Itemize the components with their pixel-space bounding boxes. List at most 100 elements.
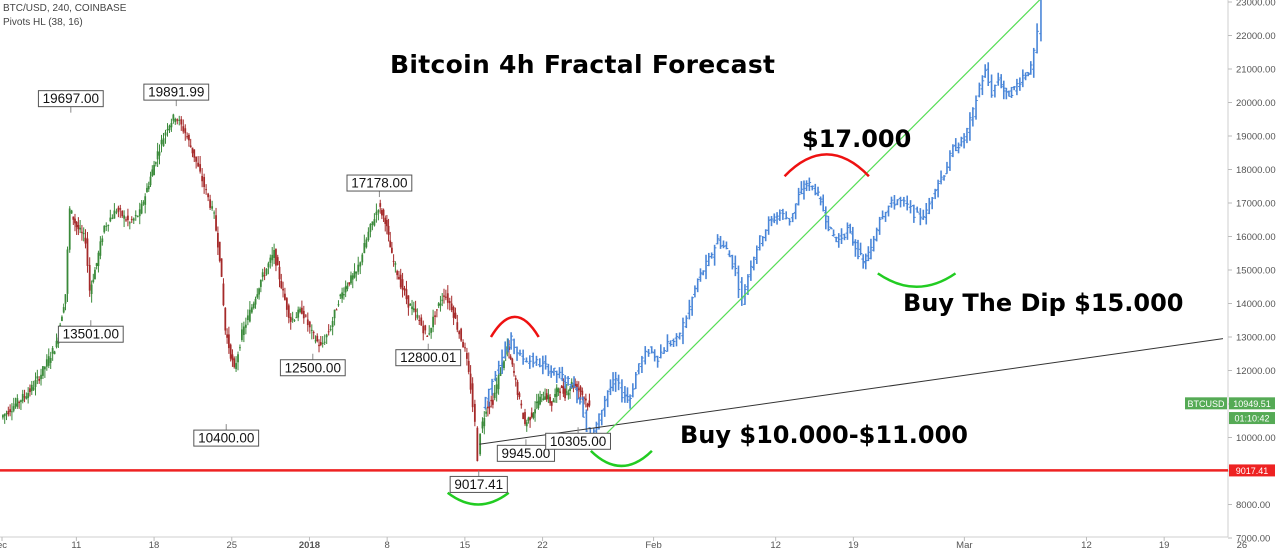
candle-body <box>68 208 71 250</box>
candle-body <box>11 411 13 413</box>
candle-body <box>5 413 8 415</box>
candle-body <box>554 393 556 397</box>
green-arc <box>877 272 957 288</box>
candle-body <box>493 392 496 399</box>
green-arc <box>589 450 653 468</box>
candle-body <box>287 305 290 318</box>
candle-body <box>392 260 395 262</box>
candle-body <box>426 335 429 337</box>
candle-body <box>497 375 500 390</box>
candle-body <box>172 114 175 121</box>
candle-body <box>545 393 548 400</box>
candle-body <box>3 413 6 417</box>
red-arc <box>783 153 870 178</box>
candle-body <box>359 262 362 267</box>
candle-body <box>151 169 154 177</box>
candle-body <box>508 346 510 350</box>
candle-body <box>77 225 80 230</box>
candle-body <box>367 231 370 241</box>
candle-body <box>567 392 570 396</box>
support-price-tag: 9017.41 <box>1236 466 1269 476</box>
candle-body <box>271 254 274 261</box>
candle-body <box>146 187 148 193</box>
candle-body <box>428 333 431 335</box>
candle-body <box>259 279 262 287</box>
candle-body <box>490 399 493 402</box>
candle-body <box>107 224 110 226</box>
candle-body <box>72 216 75 220</box>
candle-body <box>84 237 87 244</box>
candle-body <box>437 303 440 306</box>
candle-body <box>29 388 31 393</box>
candle-body <box>113 210 116 219</box>
candle-body <box>398 276 400 280</box>
candle-body <box>70 210 73 214</box>
candle-body <box>289 316 292 322</box>
symbol-tag-bg <box>1185 397 1227 410</box>
last-price-tag: 10949.51 <box>1233 399 1271 409</box>
candle-body <box>491 399 494 405</box>
candle-body <box>325 334 328 338</box>
candle-body <box>97 252 100 267</box>
candle-body <box>323 341 326 343</box>
candle-body <box>361 254 364 263</box>
candle-body <box>64 294 67 304</box>
y-tick-label: 12000.00 <box>1236 366 1276 377</box>
candle-body <box>555 387 558 397</box>
candle-body <box>222 283 225 306</box>
candle-body <box>21 393 24 402</box>
candle-body <box>409 303 412 306</box>
candle-body <box>128 222 131 224</box>
candle-body <box>363 243 366 254</box>
candle-body <box>18 401 21 403</box>
candle-body <box>193 149 196 158</box>
candle-body <box>34 379 37 388</box>
candle-body <box>240 329 243 340</box>
candle-body <box>460 328 463 341</box>
pivot-label: 10400.00 <box>198 431 254 446</box>
candle-body <box>335 309 338 311</box>
candle-body <box>499 373 502 376</box>
candle-body <box>273 249 276 258</box>
countdown-tag-bg <box>1229 412 1275 425</box>
candle-body <box>20 400 22 402</box>
candle-body <box>147 185 150 190</box>
candle-body <box>454 312 457 319</box>
y-tick-label: 21000.00 <box>1236 65 1276 76</box>
candle-body <box>235 363 237 369</box>
candle-body <box>142 202 145 204</box>
candle-body <box>365 239 368 248</box>
candle-body <box>444 296 447 298</box>
candle-body <box>513 370 515 373</box>
symbol-tag: BTCUSD <box>1187 399 1225 409</box>
pivot-label-box <box>496 444 556 462</box>
candle-body <box>45 359 48 367</box>
candle-body <box>439 303 442 306</box>
last-price-tag-bg <box>1229 397 1275 410</box>
y-tick-label: 23000.00 <box>1236 0 1276 9</box>
x-tick-label: 12 <box>1081 540 1092 551</box>
candle-body <box>584 398 587 401</box>
candle-body <box>278 266 281 280</box>
candle-body <box>569 388 571 392</box>
candle-body <box>170 123 173 128</box>
candle-body <box>43 366 46 370</box>
candle-body <box>280 280 283 288</box>
candle-body <box>201 175 204 182</box>
candle-body <box>140 203 143 214</box>
x-tick-label: 19 <box>848 540 859 551</box>
green-arc <box>446 491 510 506</box>
y-tick-label: 17000.00 <box>1236 199 1276 210</box>
candle-body <box>473 403 476 422</box>
candle-body <box>337 304 340 306</box>
candle-body <box>51 348 54 354</box>
candle-body <box>233 358 236 368</box>
x-tick-label: 15 <box>460 540 471 551</box>
candle-body <box>123 215 125 219</box>
y-tick-label: 16000.00 <box>1236 232 1276 243</box>
candle-body <box>101 238 104 242</box>
candle-body <box>514 378 517 380</box>
candle-body <box>246 315 249 321</box>
candle-body <box>269 257 272 263</box>
